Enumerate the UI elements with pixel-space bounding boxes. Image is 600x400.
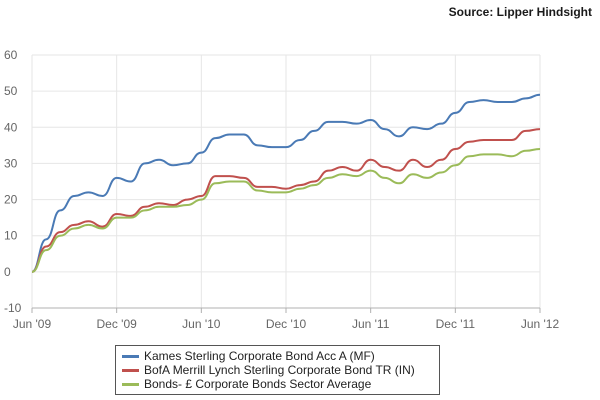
legend-swatch: [122, 382, 139, 386]
y-tick-label: 10: [4, 229, 18, 243]
y-tick-label: 20: [4, 193, 18, 207]
y-tick-label: 0: [4, 265, 11, 279]
grid-layer: [31, 54, 541, 309]
x-tick-label: Dec '11: [436, 317, 476, 331]
legend-item[interactable]: BofA Merrill Lynch Sterling Corporate Bo…: [122, 363, 433, 377]
legend-item[interactable]: Kames Sterling Corporate Bond Acc A (MF): [122, 349, 433, 363]
legend-item[interactable]: Bonds- £ Corporate Bonds Sector Average: [122, 377, 433, 391]
x-tick-label: Jun '11: [352, 317, 390, 331]
y-tick-label: 40: [4, 120, 18, 134]
x-tick-label: Jun '12: [521, 317, 560, 331]
x-tick-label: Dec '09: [97, 317, 138, 331]
axis-layer: [31, 307, 541, 313]
series-line-2: [31, 128, 541, 273]
series-line-3: [31, 147, 541, 273]
legend-label: Kames Sterling Corporate Bond Acc A (MF): [144, 349, 375, 363]
legend-label: BofA Merrill Lynch Sterling Corporate Bo…: [144, 363, 415, 377]
legend-swatch: [122, 354, 139, 358]
series-line-1: [31, 93, 541, 273]
y-tick-label: 50: [4, 84, 18, 98]
line-chart: -10 0 10 20 30 40 50 60 Jun '09 Dec '09 Jun '10 Dec…: [4, 48, 559, 331]
tick-layer: -10 0 10 20 30 40 50 60 Jun '09 Dec '09 Jun '10 Dec…: [4, 48, 559, 331]
y-tick-label: -10: [4, 301, 22, 315]
y-tick-label: 30: [4, 156, 18, 170]
series-layer: [31, 93, 541, 273]
legend: Kames Sterling Corporate Bond Acc A (MF)…: [115, 345, 440, 395]
y-tick-label: 60: [4, 48, 18, 62]
source-note: Source: Lipper Hindsight: [448, 5, 592, 19]
x-tick-label: Jun '10: [182, 317, 221, 331]
x-tick-label: Jun '09: [13, 317, 52, 331]
legend-label: Bonds- £ Corporate Bonds Sector Average: [144, 377, 372, 391]
x-tick-label: Dec '10: [266, 317, 307, 331]
legend-swatch: [122, 368, 139, 372]
